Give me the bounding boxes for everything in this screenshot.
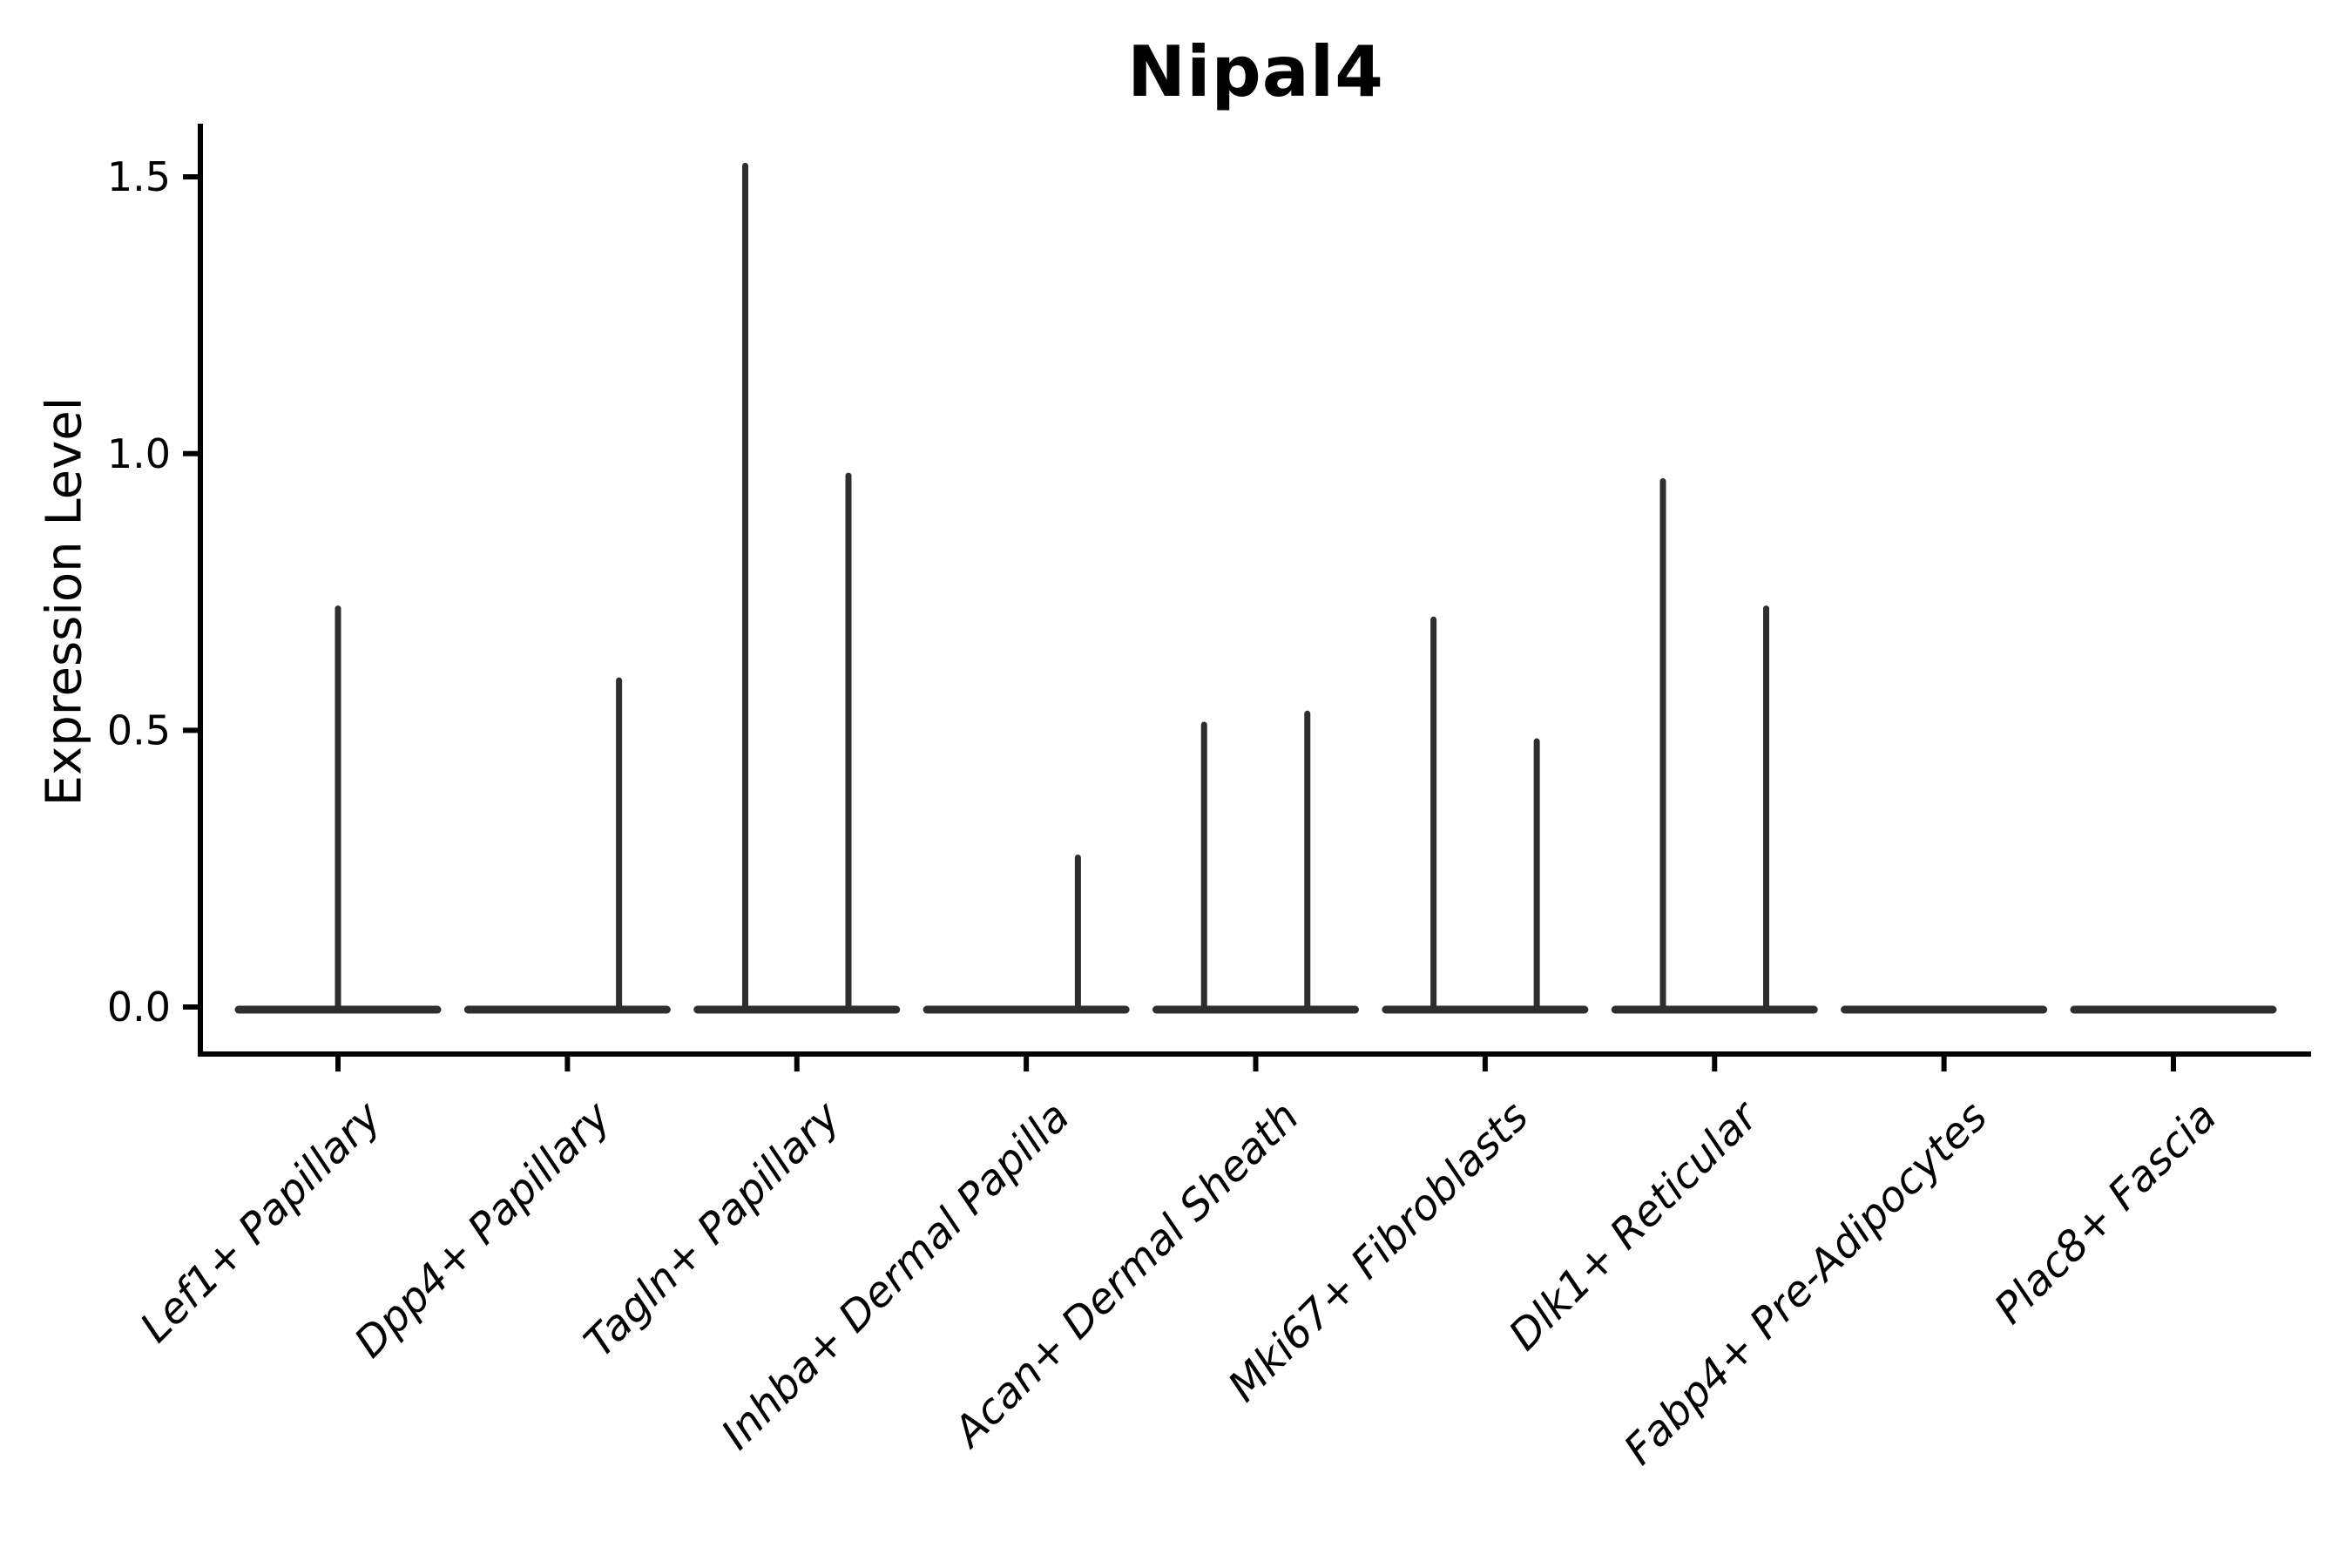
violin-base [1152, 1005, 1360, 1014]
violin-base [1611, 1005, 1818, 1014]
y-tick-label: 0.0 [107, 983, 171, 1031]
violin-base [2070, 1005, 2277, 1014]
chart-title: Nipal4 [1127, 31, 1384, 112]
x-category-label: Dpp4+ Papillary [345, 1092, 620, 1367]
violin-base [1382, 1005, 1589, 1014]
y-tick-label: 1.0 [107, 430, 171, 477]
x-category-label: Fabp4+ Pre-Adipocytes [1615, 1092, 1997, 1475]
violin-base [923, 1005, 1130, 1014]
x-category-label: Tagln+ Papillary [575, 1092, 850, 1367]
x-category-label: Dlk1+ Reticular [1500, 1091, 1770, 1361]
x-category-label: Plac8+ Fascia [1985, 1092, 2227, 1334]
y-tick-label: 1.5 [107, 153, 171, 200]
y-tick-label: 0.5 [107, 706, 171, 754]
violin-base [463, 1005, 671, 1014]
violin-base [1841, 1005, 2048, 1014]
x-category-label: Lef1+ Papillary [131, 1092, 391, 1352]
violin-base [693, 1005, 901, 1014]
